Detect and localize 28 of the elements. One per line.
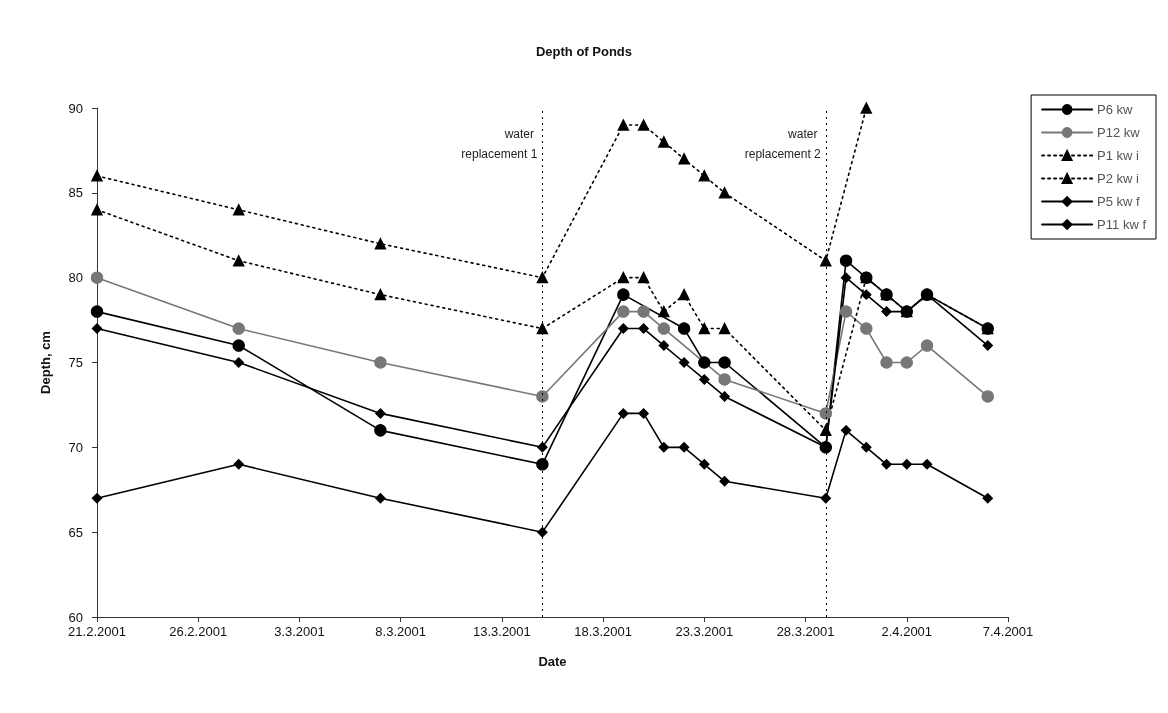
x-tick-label: 28.3.2001 [776, 624, 835, 639]
legend-label: P2 kw i [1097, 171, 1140, 186]
y-tick-label: 80 [68, 270, 83, 286]
x-tick-label: 7.4.2001 [982, 624, 1034, 639]
y-tick-label: 65 [68, 524, 83, 540]
legend-label: P6 kw [1097, 102, 1134, 117]
legend-label: P12 kw [1097, 125, 1141, 140]
ref-line-label: water replacement 1 [461, 126, 538, 161]
y-tick-label: 85 [68, 185, 83, 201]
x-tick-label: 18.3.2001 [574, 624, 633, 639]
chart-title: Depth of Ponds [535, 44, 633, 59]
x-tick-label: 21.2.2001 [68, 624, 126, 639]
x-tick-label: 23.3.2001 [675, 624, 734, 639]
y-tick-label: 60 [68, 609, 83, 625]
y-axis-title: Depth, cm [38, 331, 53, 394]
y-tick-label: 70 [68, 439, 83, 455]
legend-label: P11 kw f [1097, 217, 1147, 232]
x-tick-label: 13.3.2001 [472, 624, 531, 639]
ref-line-label: water replacement 2 [744, 126, 822, 161]
legend-label: P1 kw i [1097, 148, 1140, 163]
x-tick-label: 8.3.2001 [375, 624, 426, 639]
x-axis-title: Date [538, 654, 567, 669]
y-tick-label: 75 [68, 355, 83, 370]
y-tick-label: 90 [68, 100, 83, 116]
x-tick-label: 2.4.2001 [881, 624, 933, 639]
x-tick-label: 3.3.2001 [274, 624, 325, 639]
legend-label: P5 kw f [1097, 194, 1141, 209]
x-tick-label: 26.2.2001 [169, 624, 228, 639]
